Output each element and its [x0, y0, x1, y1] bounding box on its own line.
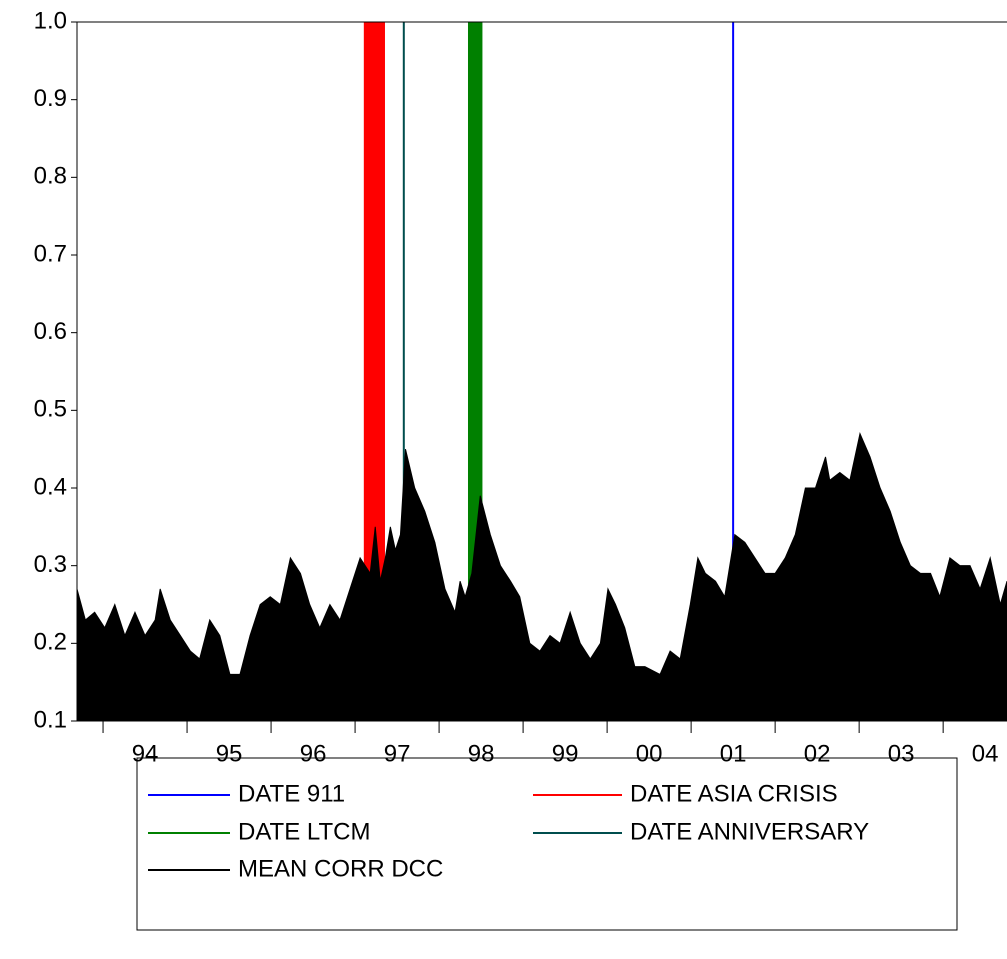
- legend-label: MEAN CORR DCC: [238, 855, 443, 882]
- area: [76, 432, 1007, 722]
- x-tick-label: 99: [552, 740, 579, 767]
- legend-box: [136, 757, 958, 931]
- y-tick-label: 0.7: [34, 240, 67, 267]
- legend-label: DATE LTCM: [238, 818, 370, 845]
- y-tick-label: 0.9: [34, 85, 67, 112]
- y-tick-label: 0.4: [34, 473, 67, 500]
- y-tick-label: 0.8: [34, 163, 67, 190]
- y-tick-label: 0.1: [34, 706, 67, 733]
- x-tick-label: 95: [216, 740, 243, 767]
- x-tick-label: 02: [804, 740, 831, 767]
- x-tick-label: 04: [972, 740, 999, 767]
- legend-label: DATE ASIA CRISIS: [630, 780, 838, 807]
- y-tick-label: 1.0: [34, 7, 67, 34]
- x-tick-label: 94: [132, 740, 159, 767]
- x-tick-label: 00: [636, 740, 663, 767]
- legend-label: DATE ANNIVERSARY: [630, 818, 869, 845]
- y-tick-label: 0.3: [34, 551, 67, 578]
- x-tick-label: 97: [384, 740, 411, 767]
- x-tick-label: 01: [720, 740, 747, 767]
- x-tick-label: 03: [888, 740, 915, 767]
- y-tick-label: 0.6: [34, 318, 67, 345]
- x-tick-label: 96: [300, 740, 327, 767]
- x-tick-label: 98: [468, 740, 495, 767]
- y-tick-label: 0.5: [34, 396, 67, 423]
- y-tick-label: 0.2: [34, 629, 67, 656]
- legend-label: DATE 911: [238, 780, 345, 807]
